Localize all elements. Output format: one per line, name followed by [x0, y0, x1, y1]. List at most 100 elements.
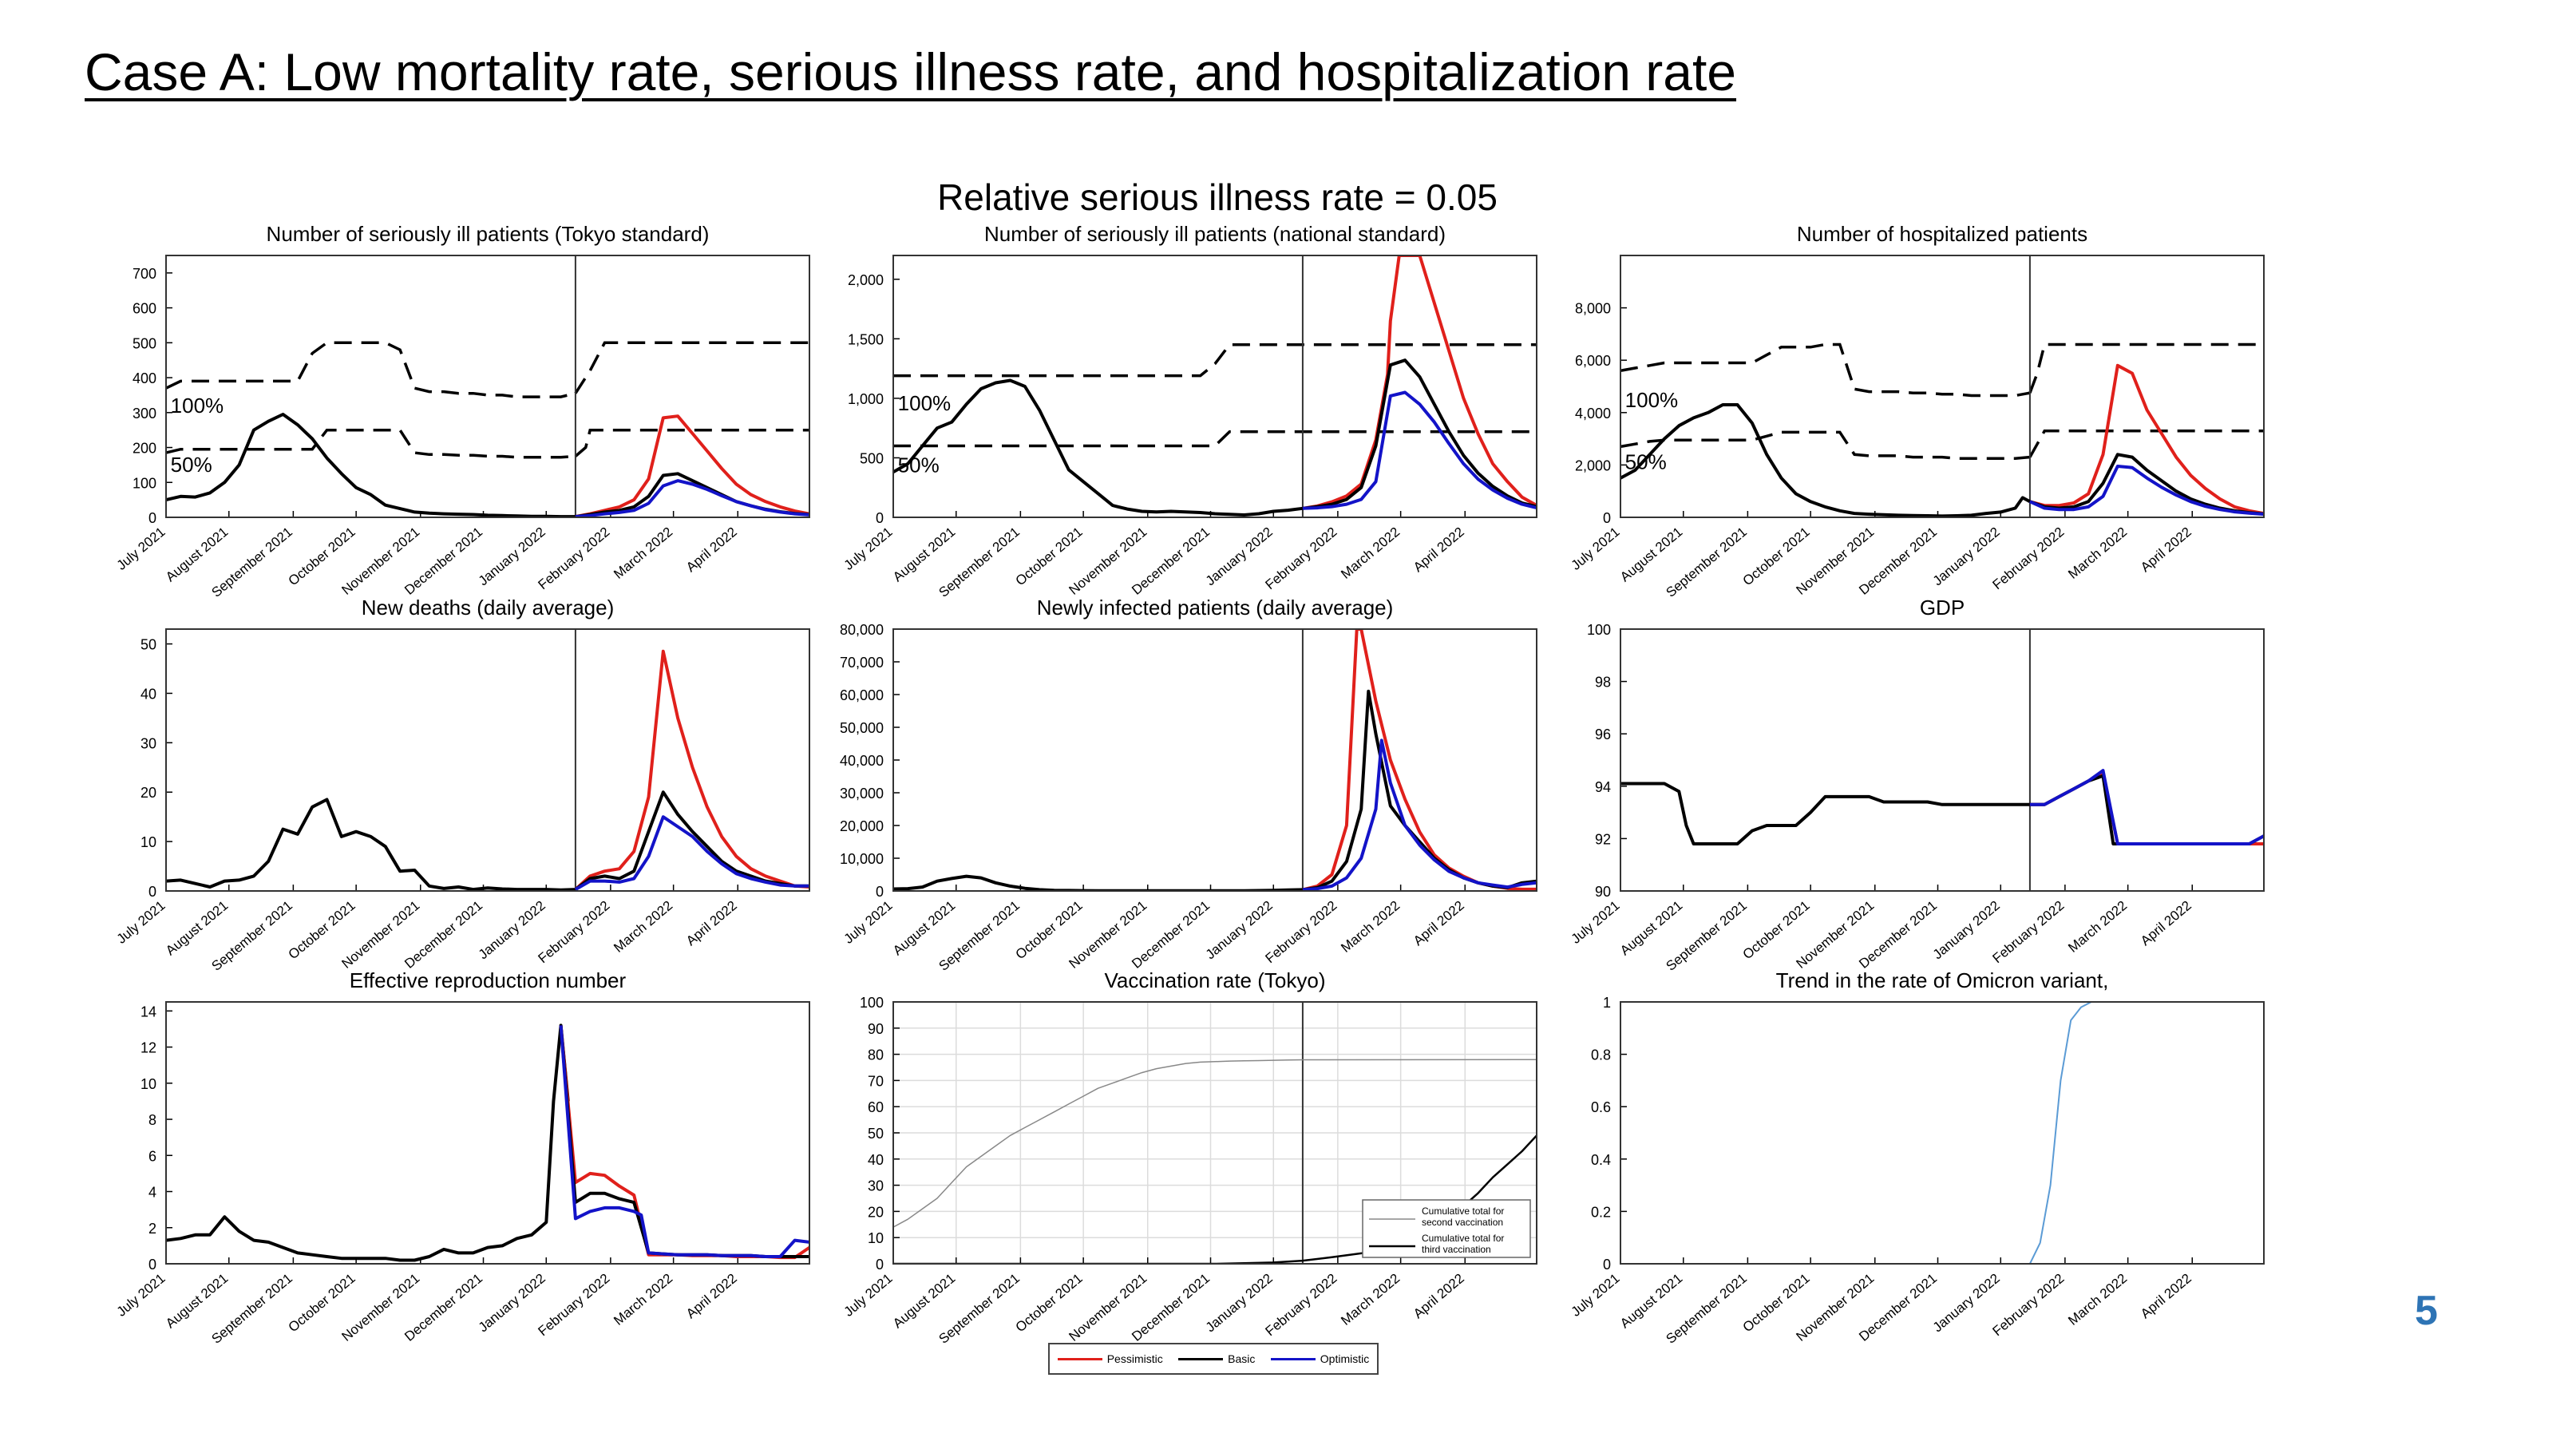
- x-tick-label: March 2022: [611, 1271, 675, 1328]
- x-tick-label: March 2022: [2065, 525, 2130, 582]
- legend-swatch-optimistic: [1270, 1357, 1316, 1360]
- plot-area-border: [165, 255, 810, 518]
- y-tick-label: 2: [148, 1221, 156, 1237]
- y-tick-label: 8: [148, 1112, 156, 1128]
- y-tick-label: 500: [860, 450, 884, 466]
- chart-new-deaths: New deaths (daily average) 0 10 20 30 40 50 Jul…: [114, 596, 810, 974]
- x-tick-label: April 2022: [1411, 898, 1467, 949]
- y-tick-label: 0.2: [1591, 1204, 1611, 1220]
- x-tick-label: August 2021: [890, 1271, 958, 1332]
- y-tick-label: 0.8: [1591, 1047, 1611, 1063]
- y-tick-label: 50: [868, 1126, 884, 1142]
- scenario-legend: Pessimistic Basic Optimistic: [1048, 1343, 1379, 1375]
- x-tick-label: March 2022: [2065, 1271, 2130, 1328]
- y-tick-label: 30: [868, 1178, 884, 1194]
- y-tick-label: 100: [133, 475, 156, 491]
- x-tick-label: April 2022: [683, 1271, 740, 1322]
- series-line-optimistic: [559, 1025, 809, 1258]
- y-tick-label: 300: [133, 406, 156, 422]
- x-tick-label: August 2021: [890, 898, 958, 959]
- legend-swatch-basic: [1178, 1357, 1224, 1360]
- series-line-pessimistic: [575, 414, 809, 517]
- plot-area-border: [165, 628, 810, 892]
- chart-national-serious: Number of seriously ill patients (nation…: [841, 222, 1537, 600]
- series-line-pessimistic: [574, 649, 809, 891]
- y-tick-label: 400: [133, 370, 156, 386]
- series-line-basic: [166, 798, 576, 891]
- x-tick-label: August 2021: [1617, 525, 1685, 585]
- series-line-optimistic: [1302, 738, 1537, 891]
- legend-entry-optimistic: Optimistic: [1270, 1352, 1369, 1365]
- x-tick-label: August 2021: [163, 1271, 231, 1332]
- chart-new-infected: Newly infected patients (daily average) 0…: [840, 596, 1537, 974]
- y-tick-label: 100: [860, 995, 884, 1011]
- y-tick-label: 60,000: [840, 687, 884, 703]
- plot-area-border: [892, 1001, 1537, 1265]
- legend-swatch-pessimistic: [1057, 1357, 1102, 1360]
- x-tick-label: August 2021: [1617, 1271, 1685, 1332]
- series-line-optimistic: [1302, 390, 1537, 510]
- series-line-optimistic: [574, 815, 809, 891]
- y-tick-label: 20: [140, 785, 156, 801]
- capacity-annotation: 50%: [1625, 449, 1667, 473]
- y-tick-label: 10: [140, 834, 156, 850]
- chart-vaccination: Vaccination rate (Tokyo) 0 10 20 30 40 50 60 70 8…: [841, 968, 1537, 1347]
- capacity-dashed-line: [2028, 430, 2264, 458]
- chart-tokyo-serious: Number of seriously ill patients (Tokyo …: [114, 222, 810, 600]
- capacity-dashed-line: [893, 343, 1537, 378]
- y-tick-label: 60: [868, 1099, 884, 1115]
- legend-entry-pessimistic: Pessimistic: [1057, 1352, 1163, 1365]
- plot-area-border: [892, 255, 1537, 518]
- chart-title: Number of seriously ill patients (Tokyo …: [267, 222, 710, 246]
- y-tick-label: 8,000: [1575, 301, 1611, 317]
- x-tick-label: July 2021: [114, 1271, 168, 1320]
- y-tick-label: 30,000: [840, 786, 884, 802]
- chart-reproduction: Effective reproduction number 0 2 4 6 8 10 12 14…: [114, 968, 810, 1347]
- y-tick-label: 0: [876, 884, 884, 900]
- y-tick-label: 90: [1595, 884, 1611, 900]
- x-tick-label: August 2021: [163, 898, 231, 959]
- chart-title: GDP: [1920, 596, 1965, 620]
- y-tick-label: 4: [148, 1185, 156, 1201]
- x-tick-label: April 2022: [683, 898, 740, 949]
- y-tick-label: 50: [140, 637, 156, 653]
- y-tick-label: 40: [140, 686, 156, 702]
- y-tick-label: 70: [868, 1073, 884, 1089]
- plot-area-border: [1620, 1001, 2265, 1265]
- chart-title: Number of hospitalized patients: [1797, 222, 2087, 246]
- y-tick-label: 1: [1603, 995, 1611, 1011]
- y-tick-label: 0: [1603, 1257, 1611, 1273]
- plot-area-border: [165, 1001, 810, 1265]
- y-tick-label: 70,000: [840, 655, 884, 671]
- series-line-basic: [574, 790, 809, 891]
- y-tick-label: 0: [148, 510, 156, 526]
- x-tick-label: April 2022: [1411, 1271, 1467, 1322]
- series-line-optimistic: [2029, 465, 2264, 517]
- x-tick-label: August 2021: [890, 525, 958, 585]
- y-tick-label: 10: [868, 1230, 884, 1246]
- series-line-basic: [893, 378, 1304, 517]
- capacity-dashed-line: [1620, 430, 2031, 460]
- capacity-annotation: 50%: [898, 453, 940, 477]
- y-tick-label: 94: [1595, 779, 1611, 795]
- x-tick-label: March 2022: [1338, 525, 1403, 582]
- x-tick-label: July 2021: [114, 898, 168, 947]
- y-tick-label: 30: [140, 735, 156, 751]
- x-tick-label: July 2021: [1569, 1271, 1623, 1320]
- y-tick-label: 500: [133, 335, 156, 351]
- series-line-basic: [1620, 782, 2030, 845]
- series-line-pessimistic: [2029, 771, 2264, 845]
- chart-hospitalized: Number of hospitalized patients 0 2,000 4,0…: [1569, 222, 2265, 600]
- x-tick-label: August 2021: [163, 525, 231, 585]
- x-tick-label: April 2022: [2138, 1271, 2194, 1322]
- vaccination-legend: Cumulative total for second vaccinationCu…: [1362, 1199, 1531, 1258]
- y-tick-label: 0: [1603, 510, 1611, 526]
- x-tick-label: July 2021: [841, 1271, 896, 1320]
- series-line-pessimistic: [559, 1025, 809, 1260]
- y-tick-label: 14: [140, 1004, 156, 1019]
- x-tick-label: August 2021: [1617, 898, 1685, 959]
- capacity-dashed-line: [165, 428, 576, 459]
- y-tick-label: 80,000: [840, 622, 884, 638]
- x-tick-label: March 2022: [611, 898, 675, 956]
- x-tick-label: April 2022: [683, 525, 740, 576]
